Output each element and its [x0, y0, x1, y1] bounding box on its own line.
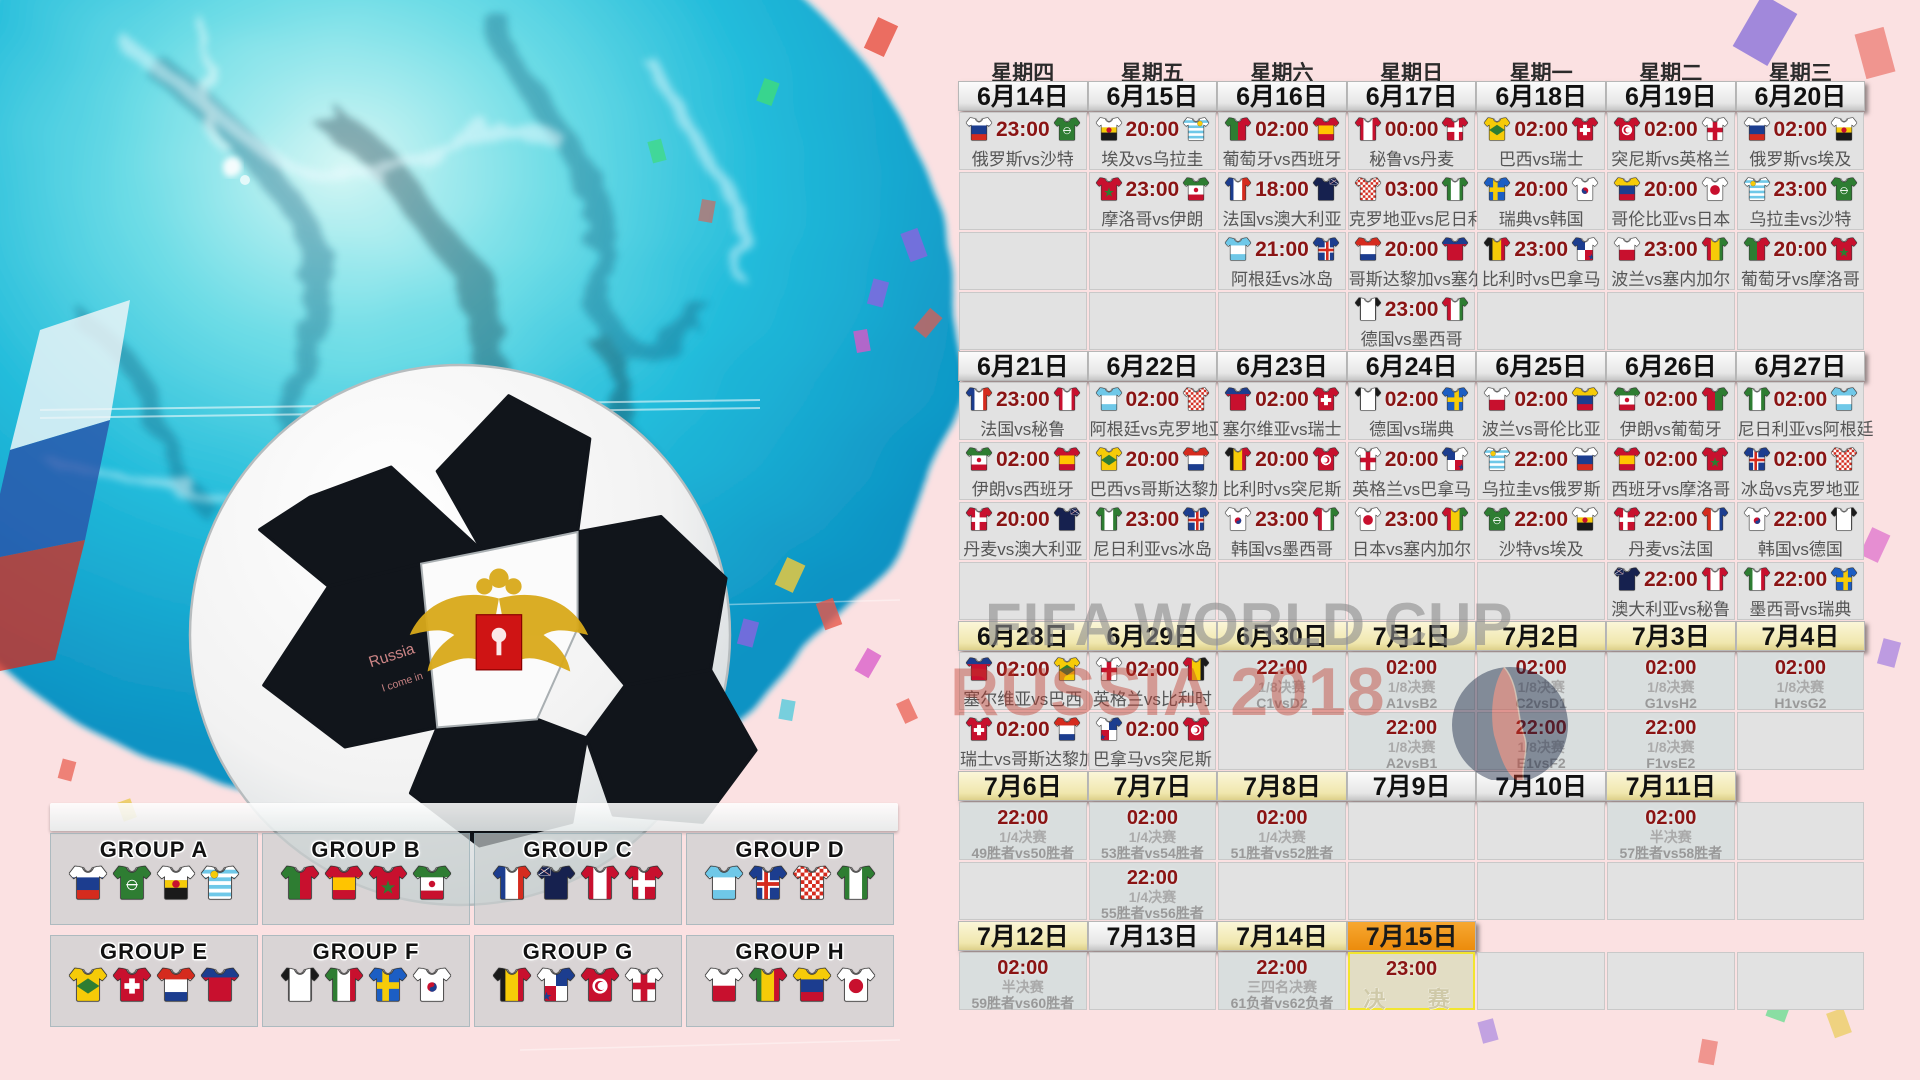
svg-text:RUSSIA 2018: RUSSIA 2018 — [950, 654, 1386, 730]
svg-text:FIFA WORLD CUP: FIFA WORLD CUP — [985, 591, 1513, 658]
